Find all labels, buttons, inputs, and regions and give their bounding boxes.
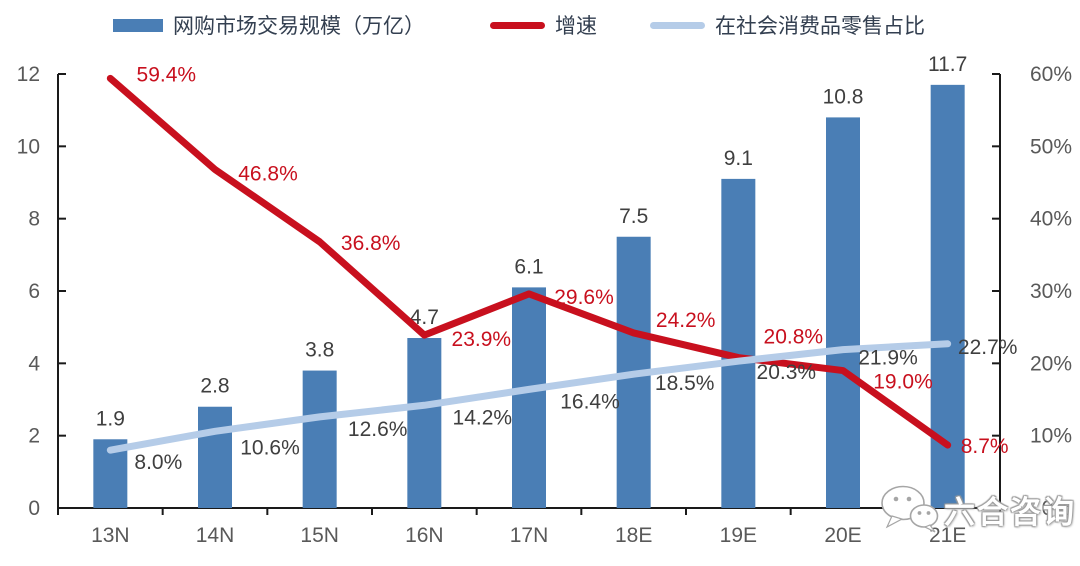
retail-share-label: 14.2% <box>453 406 513 429</box>
line-swatch-icon-share <box>650 21 705 29</box>
growth-rate-label: 20.8% <box>764 326 824 349</box>
growth-rate-label: 8.7% <box>961 435 1009 458</box>
left-axis-tick-label: 0 <box>28 497 40 520</box>
bar-value-label: 3.8 <box>305 339 334 362</box>
legend-label-growth-line: 增速 <box>555 15 597 38</box>
growth-rate-label: 59.4% <box>137 63 197 86</box>
bar-value-label: 9.1 <box>724 147 753 170</box>
x-axis-label-21E: 21E <box>929 524 966 547</box>
x-axis-label-18E: 18E <box>615 524 652 547</box>
left-axis-tick-label: 8 <box>28 208 40 231</box>
growth-rate-label: 24.2% <box>656 309 716 332</box>
retail-share-label: 10.6% <box>240 436 300 459</box>
right-axis-tick-label: 30% <box>1030 280 1072 303</box>
legend-item-share-line: 在社会消费品零售占比 <box>650 12 925 38</box>
right-axis-tick-label: 10% <box>1030 425 1072 448</box>
bar-17N <box>512 287 546 508</box>
right-axis-tick-label: 40% <box>1030 208 1072 231</box>
bar-value-label: 6.1 <box>514 255 543 278</box>
x-axis-label-19E: 19E <box>720 524 757 547</box>
legend-item-growth-line: 增速 <box>490 12 597 38</box>
x-axis-label-17N: 17N <box>510 524 549 547</box>
right-axis-tick-label: 0% <box>1042 497 1072 520</box>
retail-share-label: 20.3% <box>757 361 817 384</box>
bar-value-label: 1.9 <box>96 407 125 430</box>
legend-label-bar-series: 网购市场交易规模（万亿） <box>173 15 425 38</box>
bar-19E <box>721 178 756 508</box>
bar-value-label: 4.7 <box>410 306 439 329</box>
bar-20E <box>826 117 860 509</box>
bar-value-label: 10.8 <box>823 85 864 108</box>
growth-rate-label: 29.6% <box>554 286 614 309</box>
bar-value-label: 11.7 <box>928 53 967 76</box>
x-axis-label-14N: 14N <box>196 524 235 547</box>
retail-share-label: 16.4% <box>560 390 620 413</box>
x-axis-label-16N: 16N <box>405 524 444 547</box>
x-axis-label-15N: 15N <box>300 524 339 547</box>
right-axis-tick-label: 60% <box>1030 63 1072 86</box>
bar-14N <box>198 406 232 508</box>
retail-share-label: 22.7% <box>958 336 1018 359</box>
x-axis-label-20E: 20E <box>824 524 861 547</box>
bar-16N <box>407 338 442 508</box>
growth-rate-label: 36.8% <box>341 232 401 255</box>
bar-value-label: 2.8 <box>200 375 229 398</box>
x-axis-label-13N: 13N <box>91 524 130 547</box>
left-axis-tick-label: 10 <box>17 135 40 158</box>
left-axis-tick-label: 4 <box>28 352 40 375</box>
left-axis-tick-label: 6 <box>28 280 40 303</box>
bar-value-label: 7.5 <box>619 205 648 228</box>
growth-rate-label: 46.8% <box>238 162 298 185</box>
right-axis-tick-label: 50% <box>1030 135 1072 158</box>
retail-share-label: 8.0% <box>134 451 182 474</box>
growth-rate-label: 23.9% <box>452 328 512 351</box>
right-axis-tick-label: 20% <box>1030 352 1072 375</box>
bar-15N <box>302 370 337 508</box>
retail-share-label: 21.9% <box>858 347 918 370</box>
legend-label-share-line: 在社会消费品零售占比 <box>715 15 925 38</box>
bar-swatch-icon <box>113 18 163 32</box>
line-swatch-icon-growth <box>490 21 545 29</box>
left-axis-tick-label: 2 <box>28 425 40 448</box>
retail-share-label: 12.6% <box>348 418 408 441</box>
growth-rate-label: 19.0% <box>873 371 933 394</box>
legend-item-bar-series: 网购市场交易规模（万亿） <box>113 12 425 38</box>
retail-share-label: 18.5% <box>655 372 715 395</box>
retail-share-line <box>106 340 952 454</box>
growth-rate-line <box>106 74 952 449</box>
left-axis-tick-label: 12 <box>17 63 40 86</box>
